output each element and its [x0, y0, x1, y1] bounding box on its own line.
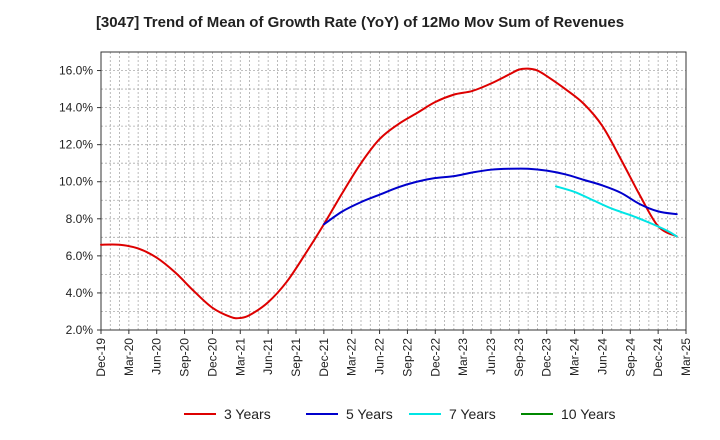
y-tick-label: 8.0% — [66, 212, 94, 226]
x-tick-label: Dec-23 — [540, 338, 554, 377]
x-tick-label: Jun-22 — [373, 338, 387, 375]
x-tick-label: Sep-22 — [400, 338, 414, 377]
x-tick-label: Dec-21 — [317, 338, 331, 377]
y-tick-label: 12.0% — [59, 138, 93, 152]
x-tick-label: Mar-20 — [122, 338, 136, 376]
x-tick-label: Jun-21 — [261, 338, 275, 375]
y-tick-label: 14.0% — [59, 101, 93, 115]
legend-label-5-years: 5 Years — [346, 406, 393, 422]
x-tick-label: Mar-21 — [233, 338, 247, 376]
x-tick-label: Sep-21 — [289, 338, 303, 377]
x-tick-label: Sep-24 — [623, 338, 637, 377]
series-line-3-years — [100, 67, 678, 320]
legend-label-3-years: 3 Years — [224, 406, 271, 422]
y-tick-label: 2.0% — [66, 323, 94, 337]
x-tick-label: Jun-20 — [150, 338, 164, 375]
legend-label-7-years: 7 Years — [449, 406, 496, 422]
x-tick-label: Jun-23 — [484, 338, 498, 375]
x-tick-label: Dec-19 — [94, 338, 108, 377]
y-tick-label: 4.0% — [66, 286, 94, 300]
y-tick-label: 10.0% — [59, 175, 93, 189]
x-tick-label: Sep-20 — [178, 338, 192, 377]
plot-area — [101, 52, 686, 330]
y-tick-label: 6.0% — [66, 249, 94, 263]
x-tick-label: Jun-24 — [595, 338, 609, 375]
series-line-5-years — [322, 167, 678, 226]
chart-title: [3047] Trend of Mean of Growth Rate (YoY… — [95, 14, 625, 31]
series-line-7-years — [555, 185, 678, 238]
plot-frame — [100, 51, 687, 331]
x-tick-label: Mar-22 — [345, 338, 359, 376]
x-tick-label: Sep-23 — [512, 338, 526, 377]
x-tick-label: Dec-20 — [205, 338, 219, 377]
x-tick-label: Mar-25 — [679, 338, 693, 376]
x-tick-label: Mar-24 — [568, 338, 582, 376]
x-tick-label: Dec-22 — [428, 338, 442, 377]
y-tick-label: 16.0% — [59, 64, 93, 78]
legend-label-10-years: 10 Years — [561, 406, 616, 422]
x-tick-label: Dec-24 — [651, 338, 665, 377]
x-tick-label: Mar-23 — [456, 338, 470, 376]
